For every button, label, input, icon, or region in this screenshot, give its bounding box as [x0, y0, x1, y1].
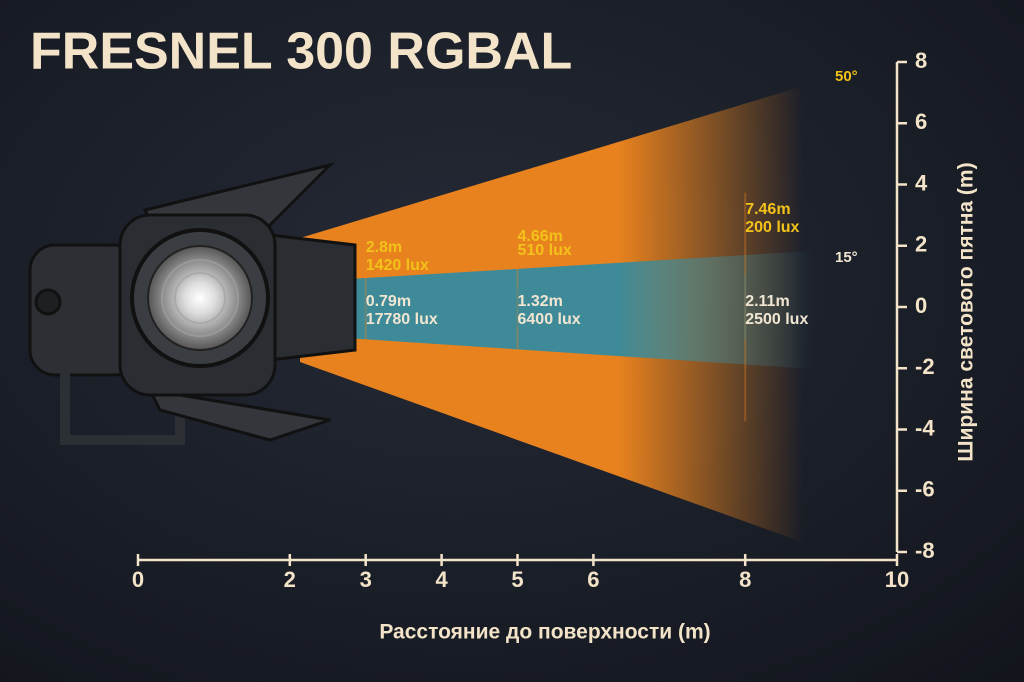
x-tick-label: 2	[284, 567, 296, 592]
x-tick-label: 6	[587, 567, 599, 592]
y-tick-label: 6	[915, 109, 927, 134]
title: FRESNEL 300 RGBAL	[30, 23, 572, 81]
lux-label: 6400 lux	[518, 311, 581, 328]
lux-label: 510 lux	[518, 242, 572, 259]
y-tick-label: -4	[915, 415, 935, 440]
x-tick-label: 8	[739, 567, 751, 592]
beam-15	[300, 250, 830, 370]
lux-label: 200 lux	[745, 219, 799, 236]
y-axis-label: Ширина светового пятна (m)	[955, 162, 978, 461]
beam-angle: 15°	[835, 249, 858, 266]
lamp	[28, 162, 357, 445]
x-tick-label: 4	[435, 567, 448, 592]
y-tick-label: 0	[915, 293, 927, 318]
x-tick-label: 0	[132, 567, 144, 592]
width-label: 2.11m	[745, 293, 789, 310]
y-tick-label: 8	[915, 48, 927, 73]
y-tick-label: -6	[915, 477, 935, 502]
x-axis-label: Расстояние до поверхности (m)	[379, 621, 710, 644]
x-tick-label: 10	[885, 567, 909, 592]
y-tick-label: -8	[915, 538, 935, 563]
lux-label: 17780 lux	[366, 311, 438, 328]
width-label: 0.79m	[366, 293, 411, 310]
lux-label: 1420 lux	[366, 257, 429, 274]
x-tick-label: 5	[511, 567, 523, 592]
y-tick-label: 4	[915, 170, 928, 195]
x-tick-label: 3	[360, 567, 372, 592]
y-tick-label: 2	[915, 232, 927, 257]
y-tick-label: -2	[915, 354, 935, 379]
width-label: 1.32m	[518, 293, 563, 310]
beam-angle: 50°	[835, 68, 858, 85]
width-label: 4.66m	[518, 228, 563, 245]
lux-label: 2500 lux	[745, 311, 808, 328]
width-label: 2.8m	[366, 239, 402, 256]
width-label: 7.46m	[745, 201, 790, 218]
